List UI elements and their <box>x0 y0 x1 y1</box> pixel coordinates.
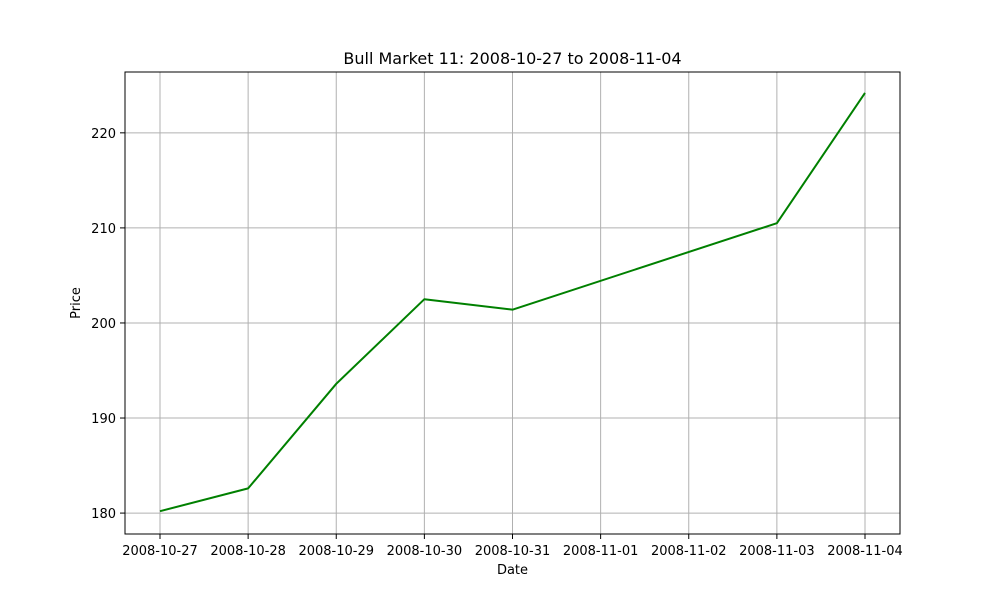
y-axis-title: Price <box>69 287 84 319</box>
x-tick-label: 2008-11-04 <box>827 544 903 559</box>
data-point <box>512 309 514 311</box>
y-tick-label: 200 <box>91 317 116 332</box>
data-point <box>423 298 425 300</box>
grid-lines <box>125 72 900 534</box>
x-tick-label: 2008-11-01 <box>563 544 639 559</box>
x-tick-label: 2008-10-30 <box>387 544 463 559</box>
data-point <box>864 92 866 94</box>
y-tick-label: 190 <box>91 412 116 427</box>
x-tick-label: 2008-10-28 <box>210 544 286 559</box>
data-point <box>335 383 337 385</box>
x-tick-label: 2008-10-29 <box>298 544 374 559</box>
y-tick-label: 220 <box>91 127 116 142</box>
price-line <box>159 92 866 513</box>
data-point <box>247 487 249 489</box>
x-tick-label: 2008-10-31 <box>475 544 551 559</box>
data-series <box>159 92 866 513</box>
x-tick-label: 2008-11-02 <box>651 544 727 559</box>
data-point <box>776 222 778 224</box>
y-tick-label: 210 <box>91 222 116 237</box>
x-tick-label: 2008-11-03 <box>739 544 815 559</box>
x-tick-label: 2008-10-27 <box>122 544 198 559</box>
y-tick-label: 180 <box>91 507 116 522</box>
chart-title: Bull Market 11: 2008-10-27 to 2008-11-04 <box>343 49 681 68</box>
plot-frame <box>124 71 901 535</box>
x-axis-title: Date <box>497 563 528 578</box>
axis-ticks: 2008-10-27 2008-10-28 2008-10-29 2008-10-30… <box>91 127 903 559</box>
data-point <box>159 510 161 512</box>
